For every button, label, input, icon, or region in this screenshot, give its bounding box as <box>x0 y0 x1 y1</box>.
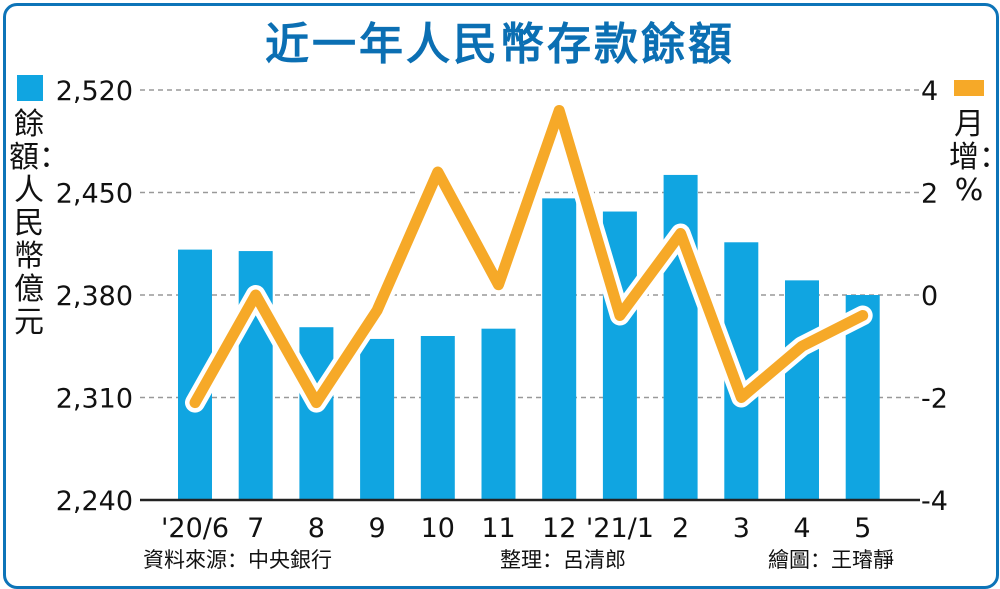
left-tick-label: 2,240 <box>56 486 133 517</box>
x-tick-label: 12 <box>542 513 576 544</box>
credits: 資料來源：中央銀行 整理：呂清郎 繪圖：王璿靜 <box>0 544 1000 580</box>
left-tick-label: 2,310 <box>56 384 133 415</box>
right-tick-label: -2 <box>921 384 948 415</box>
line-point <box>315 401 318 404</box>
line-legend-swatch <box>954 80 984 96</box>
chart-title: 近一年人民幣存款餘額 <box>265 19 735 70</box>
left-tick-label: 2,520 <box>56 76 133 107</box>
x-tick-label: 10 <box>421 513 455 544</box>
x-tick-label: 2 <box>672 513 689 544</box>
x-tick-label: '20/6 <box>161 513 229 544</box>
line-point <box>558 109 561 112</box>
line-point <box>740 396 743 399</box>
line-point <box>801 345 803 348</box>
line-point <box>679 232 682 235</box>
bar-legend-swatch <box>17 75 43 101</box>
x-tick-label: 5 <box>854 513 871 544</box>
line-point <box>618 314 621 317</box>
bar <box>299 327 334 500</box>
right-tick-label: 4 <box>921 76 938 107</box>
right-tick-label: 0 <box>921 281 938 312</box>
x-tick-label: 11 <box>481 513 515 544</box>
line-point <box>861 314 864 317</box>
bar <box>420 336 455 500</box>
left-tick-label: 2,380 <box>56 281 133 312</box>
x-tick-label: 8 <box>308 513 325 544</box>
line-series <box>185 100 873 413</box>
right-tick-label: 2 <box>921 179 938 210</box>
x-tick-label: 4 <box>793 513 810 544</box>
x-tick-label: 7 <box>247 513 264 544</box>
left-tick-label: 2,450 <box>56 179 133 210</box>
left-axis-label: 餘額：人民幣億元 <box>9 107 69 340</box>
x-tick-label: 9 <box>369 513 386 544</box>
right-tick-label: -4 <box>921 486 948 517</box>
bar <box>542 198 577 500</box>
artist-credit: 繪圖：王璿靜 <box>768 548 894 572</box>
line-point <box>194 401 196 404</box>
x-tick-label: '21/1 <box>586 513 654 544</box>
line-point <box>497 283 500 286</box>
bar <box>360 338 395 500</box>
bar <box>481 328 516 500</box>
line-point <box>376 309 379 312</box>
editor-credit: 整理：呂清郎 <box>500 548 626 572</box>
line-series-path <box>189 105 869 409</box>
x-tick-label: 3 <box>733 513 750 544</box>
source-credit: 資料來源：中央銀行 <box>143 548 332 572</box>
line-point <box>436 171 439 173</box>
bar <box>785 280 819 500</box>
line-point <box>254 294 257 296</box>
